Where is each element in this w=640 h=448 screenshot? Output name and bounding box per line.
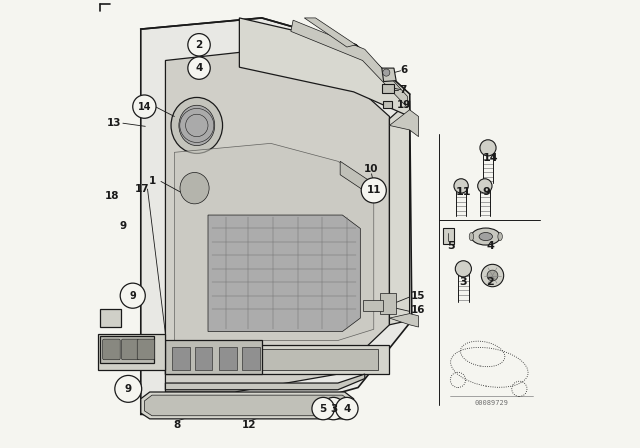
Text: 3: 3 xyxy=(330,404,337,414)
Ellipse shape xyxy=(469,233,474,241)
Ellipse shape xyxy=(179,105,215,146)
Text: 9: 9 xyxy=(119,221,127,231)
Text: 18: 18 xyxy=(104,191,119,201)
Polygon shape xyxy=(382,68,396,82)
Polygon shape xyxy=(100,309,121,327)
Ellipse shape xyxy=(180,172,209,204)
Text: 10: 10 xyxy=(364,164,379,174)
Circle shape xyxy=(188,57,210,79)
Circle shape xyxy=(132,95,156,118)
Text: 4: 4 xyxy=(343,404,351,414)
Text: 17: 17 xyxy=(134,184,149,194)
Text: 2: 2 xyxy=(195,40,203,50)
Polygon shape xyxy=(305,18,356,47)
Text: 7: 7 xyxy=(399,85,406,95)
Polygon shape xyxy=(99,334,165,370)
Polygon shape xyxy=(174,349,378,370)
Circle shape xyxy=(312,397,334,420)
Polygon shape xyxy=(174,143,374,340)
Text: 19: 19 xyxy=(397,100,412,110)
Polygon shape xyxy=(141,18,412,414)
Text: 2: 2 xyxy=(486,277,494,287)
Polygon shape xyxy=(383,101,392,108)
Polygon shape xyxy=(291,20,407,108)
Text: 9: 9 xyxy=(483,187,491,197)
Text: 11: 11 xyxy=(367,185,381,195)
Text: 4: 4 xyxy=(486,241,494,251)
Text: 8: 8 xyxy=(173,420,180,430)
Circle shape xyxy=(487,270,498,281)
Circle shape xyxy=(454,179,468,193)
Circle shape xyxy=(361,178,387,203)
Text: 11: 11 xyxy=(456,187,471,197)
Text: 13: 13 xyxy=(107,118,121,128)
Polygon shape xyxy=(195,347,212,370)
Circle shape xyxy=(323,397,344,420)
Ellipse shape xyxy=(171,98,223,153)
Circle shape xyxy=(383,69,390,76)
Polygon shape xyxy=(340,161,374,197)
Polygon shape xyxy=(380,293,396,314)
Text: 15: 15 xyxy=(410,291,425,301)
Polygon shape xyxy=(208,215,360,332)
Circle shape xyxy=(120,283,145,308)
Text: 14: 14 xyxy=(483,153,498,163)
Polygon shape xyxy=(100,336,154,363)
Polygon shape xyxy=(389,314,419,327)
Polygon shape xyxy=(443,228,454,244)
FancyBboxPatch shape xyxy=(122,339,139,360)
Text: 5: 5 xyxy=(319,404,327,414)
Polygon shape xyxy=(165,345,389,374)
Polygon shape xyxy=(389,101,410,325)
Text: 6: 6 xyxy=(401,65,408,75)
Ellipse shape xyxy=(498,233,502,241)
Text: 16: 16 xyxy=(410,305,425,315)
Circle shape xyxy=(188,34,210,56)
Circle shape xyxy=(336,397,358,420)
Polygon shape xyxy=(382,84,394,93)
Circle shape xyxy=(455,261,472,277)
Text: 00089729: 00089729 xyxy=(474,400,508,406)
Polygon shape xyxy=(220,347,237,370)
Polygon shape xyxy=(165,374,365,390)
Polygon shape xyxy=(165,50,389,392)
Text: 12: 12 xyxy=(242,420,257,430)
Text: 4: 4 xyxy=(195,63,203,73)
Polygon shape xyxy=(239,18,410,116)
Text: 9: 9 xyxy=(129,291,136,301)
FancyBboxPatch shape xyxy=(103,339,120,360)
Circle shape xyxy=(115,375,141,402)
Circle shape xyxy=(481,264,504,287)
Ellipse shape xyxy=(471,228,500,245)
FancyBboxPatch shape xyxy=(137,339,155,360)
Polygon shape xyxy=(165,340,262,374)
Polygon shape xyxy=(172,347,190,370)
Circle shape xyxy=(477,179,492,193)
Polygon shape xyxy=(141,392,353,419)
Text: 5: 5 xyxy=(447,241,455,251)
Ellipse shape xyxy=(479,233,493,241)
Text: 3: 3 xyxy=(460,277,467,287)
Text: 9: 9 xyxy=(125,384,132,394)
Polygon shape xyxy=(242,347,260,370)
Polygon shape xyxy=(362,300,383,311)
Text: 14: 14 xyxy=(138,102,151,112)
Circle shape xyxy=(480,140,496,156)
Polygon shape xyxy=(389,110,419,137)
Text: 1: 1 xyxy=(148,177,156,186)
Polygon shape xyxy=(145,395,351,416)
